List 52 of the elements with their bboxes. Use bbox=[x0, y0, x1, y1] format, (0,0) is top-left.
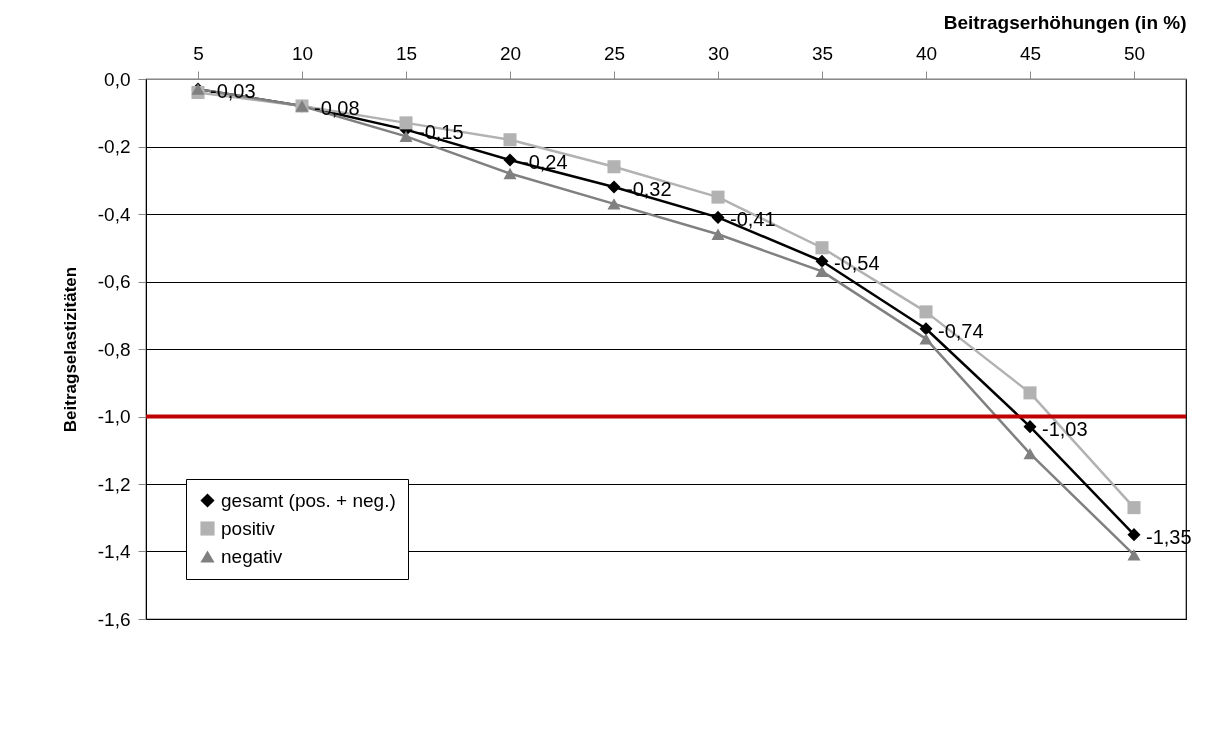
point bbox=[815, 254, 829, 268]
point bbox=[399, 116, 413, 130]
data-label: -1,03 bbox=[1042, 417, 1088, 440]
data-label: -0,74 bbox=[938, 319, 984, 342]
legend-label: gesamt (pos. + neg.) bbox=[221, 489, 396, 511]
y-tick-label: -1,2 bbox=[97, 473, 131, 495]
y-tick-label: -1,0 bbox=[97, 406, 131, 427]
y-tick-label: -0,4 bbox=[97, 203, 131, 225]
x-tick-label: 20 bbox=[499, 42, 522, 64]
point bbox=[607, 180, 621, 194]
point bbox=[1023, 420, 1037, 434]
y-tick-label: -0,8 bbox=[97, 338, 131, 360]
point bbox=[607, 160, 621, 174]
point bbox=[399, 130, 413, 143]
point bbox=[1127, 549, 1141, 561]
point bbox=[711, 190, 725, 204]
point bbox=[503, 153, 517, 167]
x-tick-label: 10 bbox=[291, 42, 314, 64]
data-label: -0,08 bbox=[314, 97, 360, 119]
x-tick-label: 15 bbox=[395, 42, 418, 64]
legend-label: positiv bbox=[221, 517, 276, 539]
point bbox=[607, 198, 621, 210]
x-tick-label: 25 bbox=[603, 42, 626, 64]
y-tick-label: -1,6 bbox=[97, 608, 131, 630]
point bbox=[815, 265, 829, 278]
x-tick-label: 45 bbox=[1019, 42, 1042, 64]
y-tick-label: -1,4 bbox=[97, 541, 131, 562]
point bbox=[1023, 386, 1037, 400]
x-tick-label: 35 bbox=[811, 42, 834, 64]
legend-label: negativ bbox=[221, 545, 283, 567]
y-tick-label: -0,2 bbox=[97, 136, 131, 157]
point bbox=[815, 241, 829, 255]
y-tick-label: 0,0 bbox=[104, 68, 131, 90]
point bbox=[1127, 501, 1141, 515]
point bbox=[711, 210, 725, 224]
x-tick-label: 50 bbox=[1123, 42, 1146, 64]
point bbox=[919, 322, 933, 336]
point bbox=[1127, 528, 1141, 542]
x-tick-label: 30 bbox=[707, 42, 730, 64]
point bbox=[711, 228, 725, 240]
x-tick-label: 5 bbox=[193, 42, 204, 64]
data-label: -0,54 bbox=[834, 252, 880, 275]
y-axis-title: Beitragselastizitäten bbox=[60, 266, 80, 433]
point bbox=[919, 305, 933, 319]
y-tick-label: -0,6 bbox=[97, 271, 131, 292]
point bbox=[1023, 447, 1037, 460]
data-label: -0,03 bbox=[210, 80, 256, 103]
x-axis-title: Beitragserhöhungen (in %) bbox=[943, 11, 1187, 33]
point bbox=[919, 333, 933, 345]
x-tick-label: 40 bbox=[915, 42, 938, 64]
point bbox=[503, 167, 517, 180]
point bbox=[503, 133, 517, 147]
